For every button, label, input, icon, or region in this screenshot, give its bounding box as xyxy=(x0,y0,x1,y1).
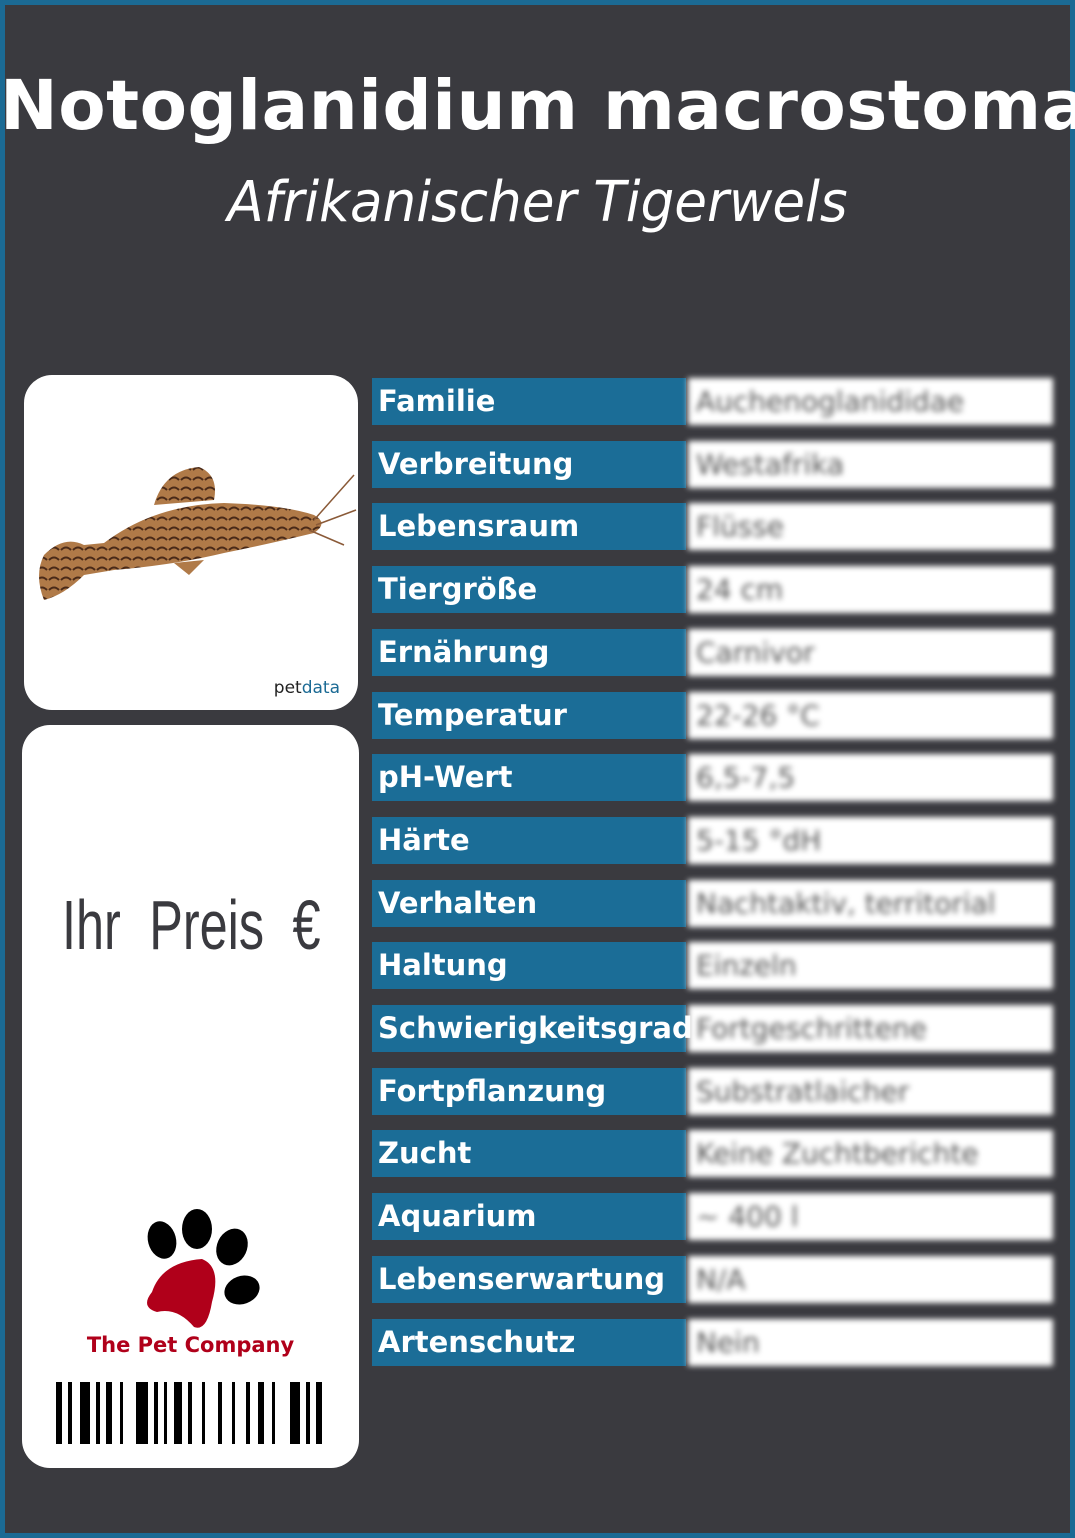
row-label: Fortpflanzung xyxy=(372,1067,686,1115)
row-label: pH-Wert xyxy=(372,754,686,802)
barcode-bar xyxy=(80,1382,90,1444)
barcode-bar xyxy=(136,1382,148,1444)
barcode xyxy=(56,1382,322,1444)
row-label: Zucht xyxy=(372,1130,686,1178)
row-value: Westafrika xyxy=(688,440,1053,488)
row-label: Schwierigkeitsgrad xyxy=(372,1005,693,1052)
row-value: Flüsse xyxy=(688,503,1053,551)
barcode-bar xyxy=(188,1382,192,1444)
barcode-bar xyxy=(218,1382,222,1444)
fish-image xyxy=(39,467,357,600)
row-value: Nachtaktiv, territorial xyxy=(688,879,1053,927)
barcode-bar xyxy=(246,1382,250,1444)
row-value: Auchenoglanididae xyxy=(688,378,1053,425)
fish-image-card: petdata xyxy=(24,375,358,710)
page-subtitle: Afrikanischer Tigerwels xyxy=(227,170,848,235)
table-row: Familie Auchenoglanididae xyxy=(372,378,1053,425)
table-row: Härte 5-15 °dH xyxy=(372,816,1053,864)
row-value: Fortgeschrittene xyxy=(688,1005,1053,1052)
barcode-bar xyxy=(272,1382,275,1444)
row-value: ~ 400 l xyxy=(688,1193,1053,1241)
paw-logo-icon xyxy=(147,1209,260,1328)
barcode-bar xyxy=(56,1382,62,1444)
barcode-bar xyxy=(96,1382,100,1444)
price-card: Ihr Preis € The Pet Company xyxy=(22,725,359,1468)
table-row: Verbreitung Westafrika xyxy=(372,440,1053,488)
table-row: Ernährung Carnivor xyxy=(372,628,1053,676)
row-label: Artenschutz xyxy=(372,1318,686,1366)
barcode-bar xyxy=(202,1382,205,1444)
row-label: Haltung xyxy=(372,942,686,990)
table-row: Haltung Einzeln xyxy=(372,942,1053,990)
row-label: Härte xyxy=(372,816,686,864)
row-label: Lebensraum xyxy=(372,503,686,551)
row-value: Substratlaicher xyxy=(688,1067,1053,1115)
row-value: 22-26 °C xyxy=(688,691,1053,739)
row-label: Verbreitung xyxy=(372,440,686,488)
barcode-bar xyxy=(154,1382,158,1444)
barcode-bar xyxy=(164,1382,167,1444)
petdata-credit: petdata xyxy=(273,678,340,698)
row-label: Verhalten xyxy=(372,879,686,927)
barcode-bar xyxy=(106,1382,112,1444)
table-row: Lebenserwartung N/A xyxy=(372,1255,1053,1303)
row-label: Ernährung xyxy=(372,628,686,676)
table-row: Schwierigkeitsgrad Fortgeschrittene xyxy=(372,1005,1053,1052)
row-label: Aquarium xyxy=(372,1193,686,1241)
barcode-bar xyxy=(316,1382,322,1444)
barcode-bar xyxy=(258,1382,264,1444)
row-label: Familie xyxy=(372,378,686,425)
row-value: 24 cm xyxy=(688,566,1053,614)
row-value: Keine Zuchtberichte xyxy=(688,1130,1053,1178)
row-value: Einzeln xyxy=(688,942,1053,990)
table-row: Tiergröße 24 cm xyxy=(372,566,1053,614)
barcode-bar xyxy=(68,1382,72,1444)
table-row: Artenschutz Nein xyxy=(372,1318,1053,1366)
page-title: Notoglanidium macrostoma xyxy=(0,66,1075,146)
table-row: Zucht Keine Zuchtberichte xyxy=(372,1130,1053,1178)
table-row: Aquarium ~ 400 l xyxy=(372,1193,1053,1241)
table-row: Fortpflanzung Substratlaicher xyxy=(372,1067,1053,1115)
row-label: Lebenserwartung xyxy=(372,1255,686,1303)
barcode-bar xyxy=(120,1382,123,1444)
row-value: 6,5-7,5 xyxy=(688,754,1053,802)
row-label: Temperatur xyxy=(372,691,686,739)
table-row: Lebensraum Flüsse xyxy=(372,503,1053,551)
price-label: Ihr Preis € xyxy=(62,886,321,964)
barcode-bar xyxy=(174,1382,182,1444)
row-value: Nein xyxy=(688,1318,1053,1366)
row-value: 5-15 °dH xyxy=(688,816,1053,864)
row-label: Tiergröße xyxy=(372,566,686,614)
row-value: Carnivor xyxy=(688,628,1053,676)
table-row: Temperatur 22-26 °C xyxy=(372,691,1053,739)
table-row: pH-Wert 6,5-7,5 xyxy=(372,754,1053,802)
company-name: The Pet Company xyxy=(86,1333,295,1357)
barcode-bar xyxy=(306,1382,310,1444)
barcode-bar xyxy=(290,1382,300,1444)
barcode-bar xyxy=(232,1382,235,1444)
table-row: Verhalten Nachtaktiv, territorial xyxy=(372,879,1053,927)
row-value: N/A xyxy=(688,1255,1053,1303)
